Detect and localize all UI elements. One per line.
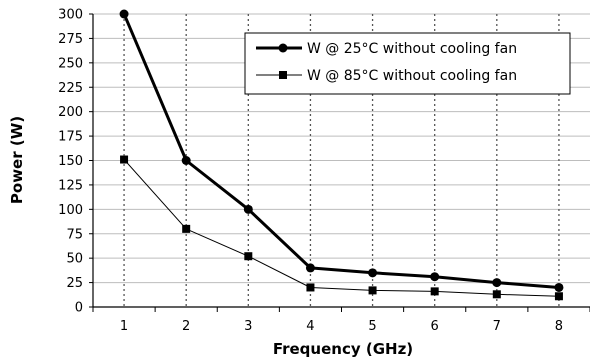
y-tick-label: 300 [58,8,83,23]
series-2-point [244,252,253,261]
y-tick-labels: 0 25 50 75 100 125 150 175 200 225 250 275 300 [58,8,83,316]
y-tick-label: 200 [58,105,83,120]
series-2-line [123,159,559,297]
y-axis-label: Power (W) [8,116,26,204]
series-2-point [306,283,315,292]
legend-marker-1 [278,43,288,53]
y-tick-label: 75 [66,227,83,242]
series-1-line [122,13,560,289]
y-tick-label: 50 [66,252,83,267]
x-tick-label: 4 [306,319,314,334]
series-1-point [368,268,378,278]
axes [89,13,590,312]
y-tick-label: 175 [58,130,83,145]
series-1-point [554,282,564,292]
series-2-point [554,292,563,301]
x-tick-label: 6 [431,319,439,334]
legend-box [244,32,571,95]
x-axis-label: Frequency (GHz) [273,340,413,358]
series-1-point [119,9,129,19]
y-tick-label: 125 [58,178,83,193]
series-1-point [181,156,191,165]
x-tick-labels: 1 2 3 4 5 6 7 8 [120,319,563,334]
series-2-point [368,286,377,295]
x-tick-label: 2 [182,319,190,334]
series-2-point [492,290,501,299]
series-2-point [430,287,439,296]
legend-marker-2 [279,71,287,79]
y-tick-label: 275 [58,32,83,47]
x-tick-label: 7 [493,319,501,334]
data-series [119,9,564,301]
x-tick-label: 3 [244,319,252,334]
legend: W @ 25°C without cooling fan W @ 85°C wi… [244,32,571,95]
y-tick-label: 0 [75,301,83,316]
x-tick-label: 5 [368,319,376,334]
x-tick-label: 1 [120,319,128,334]
series-1-point [305,263,315,273]
y-tick-label: 225 [58,81,83,96]
series-2-point [120,155,129,164]
legend-label-1: W @ 25°C without cooling fan [307,41,517,57]
series-2-point [182,224,191,233]
y-tick-label: 25 [66,276,83,291]
series-1-point [430,272,440,282]
y-tick-label: 250 [58,56,83,71]
legend-label-2: W @ 85°C without cooling fan [307,68,517,84]
y-tick-label: 150 [58,154,83,169]
series-1-point [492,278,502,288]
x-tick-label: 8 [555,319,563,334]
series-1-point [243,204,253,214]
y-tick-label: 100 [58,203,83,218]
